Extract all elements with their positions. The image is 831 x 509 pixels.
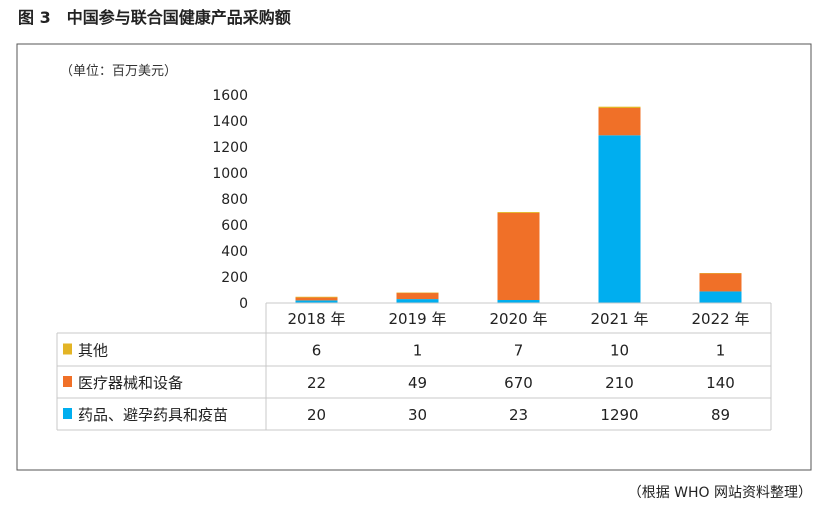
- bar-segment: [295, 300, 338, 303]
- y-axis: 0 200 400 600 800 1000 1200 1400 1600: [212, 88, 248, 312]
- legend-swatch: [63, 343, 72, 355]
- data-label: 1290: [600, 406, 638, 424]
- data-label: 30: [408, 406, 427, 424]
- data-label: 10: [610, 342, 629, 360]
- bar-segment: [699, 291, 742, 303]
- bar-segment: [497, 212, 540, 301]
- y-tick-label: 400: [221, 244, 248, 260]
- data-label: 22: [307, 374, 326, 392]
- bar-segment: [598, 108, 641, 136]
- legend-swatch: [63, 408, 72, 419]
- data-label: 49: [408, 374, 427, 392]
- y-tick-label: 1600: [212, 88, 248, 104]
- y-tick-label: 0: [239, 296, 248, 312]
- figure-title: 图 3 中国参与联合国健康产品采购额: [18, 8, 291, 27]
- bar-segment: [598, 135, 641, 303]
- data-label: 89: [711, 406, 730, 424]
- bars: [295, 106, 742, 303]
- bar-segment: [396, 299, 439, 303]
- x-tick-label: 2022 年: [692, 310, 750, 328]
- bar-segment: [396, 292, 439, 294]
- bar-segment: [497, 212, 540, 213]
- legend-swatch: [63, 376, 72, 387]
- data-label: 1: [716, 342, 726, 360]
- legend-label: 医疗器械和设备: [78, 374, 183, 392]
- data-label: 23: [509, 406, 528, 424]
- y-tick-label: 200: [221, 270, 248, 286]
- data-label: 6: [312, 342, 322, 360]
- data-label: 1: [413, 342, 423, 360]
- x-tick-label: 2020 年: [490, 310, 548, 328]
- bar-segment: [497, 300, 540, 303]
- y-tick-label: 1200: [212, 140, 248, 156]
- bar-segment: [396, 292, 439, 300]
- legend-label: 其他: [78, 342, 108, 360]
- bar-segment: [699, 273, 742, 274]
- data-label: 140: [706, 374, 735, 392]
- y-tick-label: 1000: [212, 166, 248, 182]
- source-note: （根据 WHO 网站资料整理）: [628, 485, 812, 501]
- data-label: 7: [514, 342, 524, 360]
- data-table: 2018 年 2019 年 2020 年 2021 年 2022 年其他 6 1 7 10 1 医疗…: [56, 302, 772, 431]
- unit-label: （单位：百万美元）: [60, 64, 177, 79]
- bar-segment: [295, 297, 338, 301]
- bar-segment: [699, 273, 742, 292]
- x-tick-label: 2019 年: [389, 310, 447, 328]
- data-label: 210: [605, 374, 634, 392]
- y-tick-label: 800: [221, 192, 248, 208]
- data-label: 670: [504, 374, 533, 392]
- chart-frame: [16, 43, 812, 471]
- data-label: 20: [307, 406, 326, 424]
- y-tick-label: 600: [221, 218, 248, 234]
- bar-segment: [598, 106, 641, 108]
- x-tick-label: 2018 年: [288, 310, 346, 328]
- y-tick-label: 1400: [212, 114, 248, 130]
- bar-segment: [295, 296, 338, 298]
- legend-label: 药品、避孕药具和疫苗: [78, 406, 228, 424]
- x-tick-label: 2021 年: [591, 310, 649, 328]
